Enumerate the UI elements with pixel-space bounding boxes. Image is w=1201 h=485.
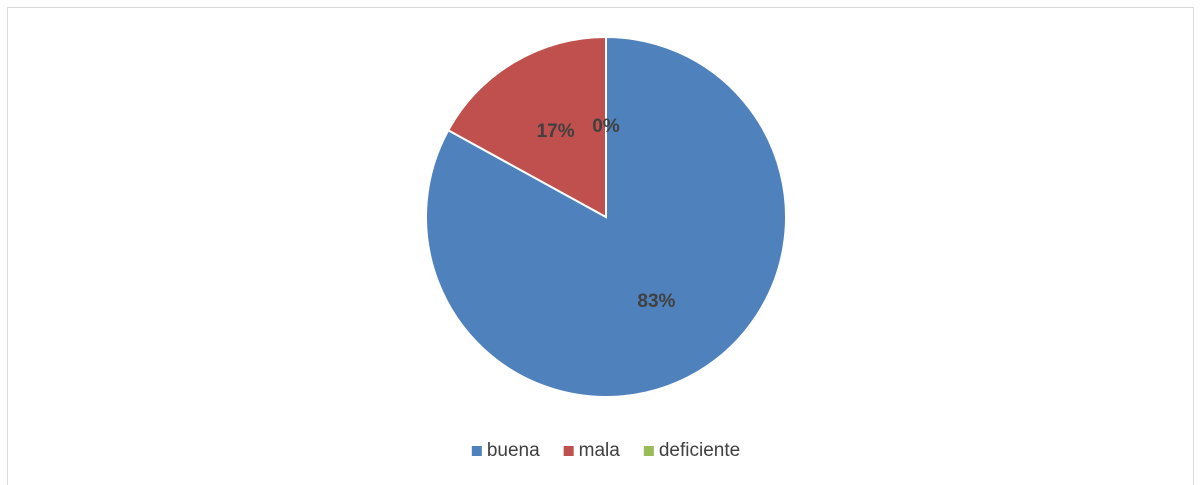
pie-slice	[425, 35, 787, 398]
data-label: 83%	[637, 291, 675, 312]
chart-border	[7, 7, 1194, 485]
legend-marker	[643, 446, 654, 456]
data-label: 17%	[537, 121, 575, 142]
data-label: 0%	[592, 116, 620, 137]
legend-label: buena	[487, 440, 540, 461]
legend-label: deficiente	[659, 440, 740, 461]
legend-marker	[471, 446, 482, 456]
pie-slice	[446, 35, 607, 219]
legend-marker	[563, 446, 574, 456]
legend-label: mala	[579, 440, 621, 461]
